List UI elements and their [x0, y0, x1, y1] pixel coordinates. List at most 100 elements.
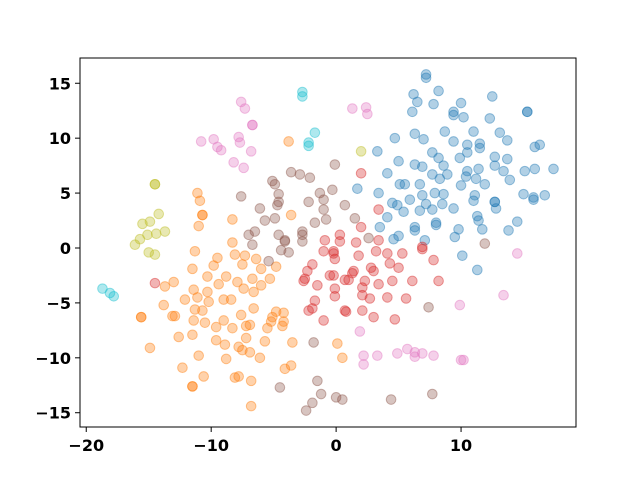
data-point	[419, 235, 431, 246]
data-point	[304, 172, 316, 184]
data-point	[159, 281, 171, 292]
data-point	[153, 208, 165, 220]
data-point	[277, 320, 288, 332]
data-point	[239, 103, 251, 114]
series-0	[352, 69, 559, 276]
data-point	[270, 261, 282, 272]
data-point	[414, 178, 426, 190]
data-point	[143, 247, 155, 258]
data-point	[203, 296, 214, 308]
data-point	[285, 360, 297, 371]
data-point	[334, 229, 346, 241]
data-point	[297, 91, 308, 102]
data-point	[382, 292, 393, 303]
data-point	[318, 194, 329, 205]
data-point	[225, 294, 237, 305]
data-point	[332, 338, 343, 349]
data-point	[255, 280, 267, 291]
data-point	[362, 108, 373, 120]
x-tick-label: −20	[68, 436, 104, 455]
data-point	[448, 136, 459, 147]
data-point	[149, 249, 161, 260]
data-point	[197, 305, 208, 316]
data-point	[197, 209, 208, 221]
data-point	[187, 381, 198, 392]
data-point	[529, 141, 541, 153]
data-point	[539, 189, 551, 201]
y-axis: −15 −10 −5 0 5 10 15	[35, 74, 80, 423]
data-point	[237, 344, 248, 356]
data-point	[462, 147, 473, 158]
data-point	[409, 351, 421, 363]
data-point	[104, 287, 116, 299]
data-point	[314, 187, 326, 199]
data-point	[479, 178, 491, 190]
data-point	[197, 209, 208, 221]
data-point	[511, 248, 523, 259]
data-point	[518, 188, 529, 200]
x-tick-label: 0	[331, 436, 342, 455]
data-point	[235, 96, 247, 108]
data-point	[318, 315, 329, 326]
data-point	[273, 196, 284, 208]
data-point	[303, 137, 314, 148]
data-point	[433, 152, 444, 164]
data-point	[312, 375, 323, 387]
data-point	[319, 235, 331, 246]
data-point	[437, 198, 448, 210]
data-point	[244, 319, 256, 331]
data-point	[455, 97, 467, 109]
data-point	[189, 304, 201, 315]
data-point	[303, 305, 314, 316]
data-point	[299, 273, 311, 285]
data-point	[372, 350, 383, 361]
data-point	[188, 284, 199, 296]
data-point	[307, 303, 318, 314]
data-point	[283, 136, 294, 147]
data-point	[433, 275, 444, 287]
data-point	[511, 216, 523, 227]
data-point	[382, 211, 393, 223]
data-point	[255, 263, 267, 275]
data-point	[409, 347, 421, 358]
data-point	[150, 228, 162, 240]
data-point	[240, 320, 252, 332]
data-point	[263, 255, 274, 267]
data-point	[468, 126, 479, 137]
data-point	[188, 315, 199, 326]
data-point	[254, 203, 266, 214]
data-point	[357, 289, 368, 301]
data-point	[232, 276, 243, 288]
data-point	[187, 381, 198, 392]
data-point	[328, 248, 339, 259]
data-point	[427, 147, 438, 158]
data-point	[448, 203, 459, 214]
data-point	[402, 343, 413, 355]
data-point	[307, 397, 318, 409]
data-point	[339, 274, 351, 286]
data-point	[470, 173, 482, 185]
data-point	[354, 326, 366, 337]
data-point	[97, 283, 108, 294]
data-point	[202, 271, 213, 282]
data-point	[297, 236, 308, 247]
data-point	[449, 231, 461, 243]
data-point	[149, 277, 161, 289]
series-3	[235, 159, 491, 416]
data-point	[373, 278, 384, 290]
y-tick-label: −10	[35, 349, 71, 368]
data-point	[479, 238, 491, 249]
data-point	[417, 241, 428, 253]
data-point	[489, 196, 501, 208]
data-point	[303, 196, 314, 208]
data-point	[328, 270, 339, 281]
data-point	[428, 350, 439, 361]
data-point	[454, 299, 466, 311]
data-point	[309, 127, 321, 138]
data-point	[489, 196, 501, 208]
data-point	[229, 372, 241, 383]
data-point	[269, 178, 281, 190]
data-point	[329, 253, 341, 265]
data-point	[195, 136, 207, 147]
